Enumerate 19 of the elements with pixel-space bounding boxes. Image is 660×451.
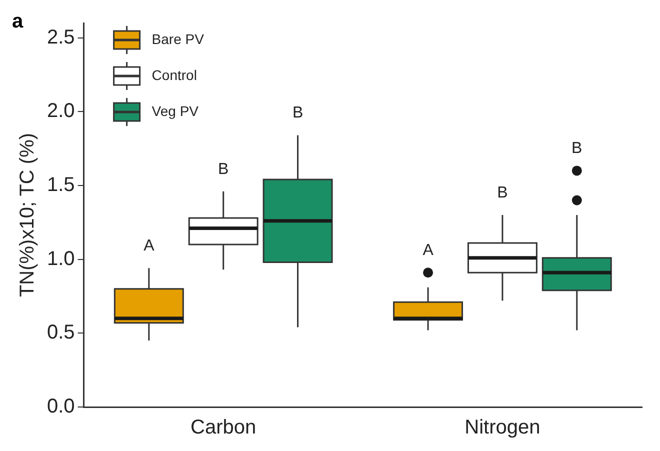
legend-label: Veg PV [152,102,200,119]
legend-label: Bare PV [152,30,205,47]
y-tick-label: 0.0 [46,396,75,418]
y-axis-title: TN(%)x10; TC (%) [16,132,39,298]
y-tick-label: 1.5 [46,174,75,196]
y-tick-label: 2.5 [46,26,75,48]
x-tick-label: Carbon [190,416,256,439]
annotation: B [218,160,229,178]
x-tick-label: Nitrogen [464,416,540,439]
y-tick-label: 2.0 [46,100,75,122]
annotation: B [497,184,508,202]
chart-title: a [12,10,24,33]
y-tick-label: 0.5 [46,322,75,344]
annotation: A [422,242,434,260]
annotation: B [572,140,582,158]
annotation: A [144,238,155,255]
annotation: B [292,104,304,122]
y-tick-label: 1.0 [46,248,75,270]
legend-label: Control [152,66,197,83]
